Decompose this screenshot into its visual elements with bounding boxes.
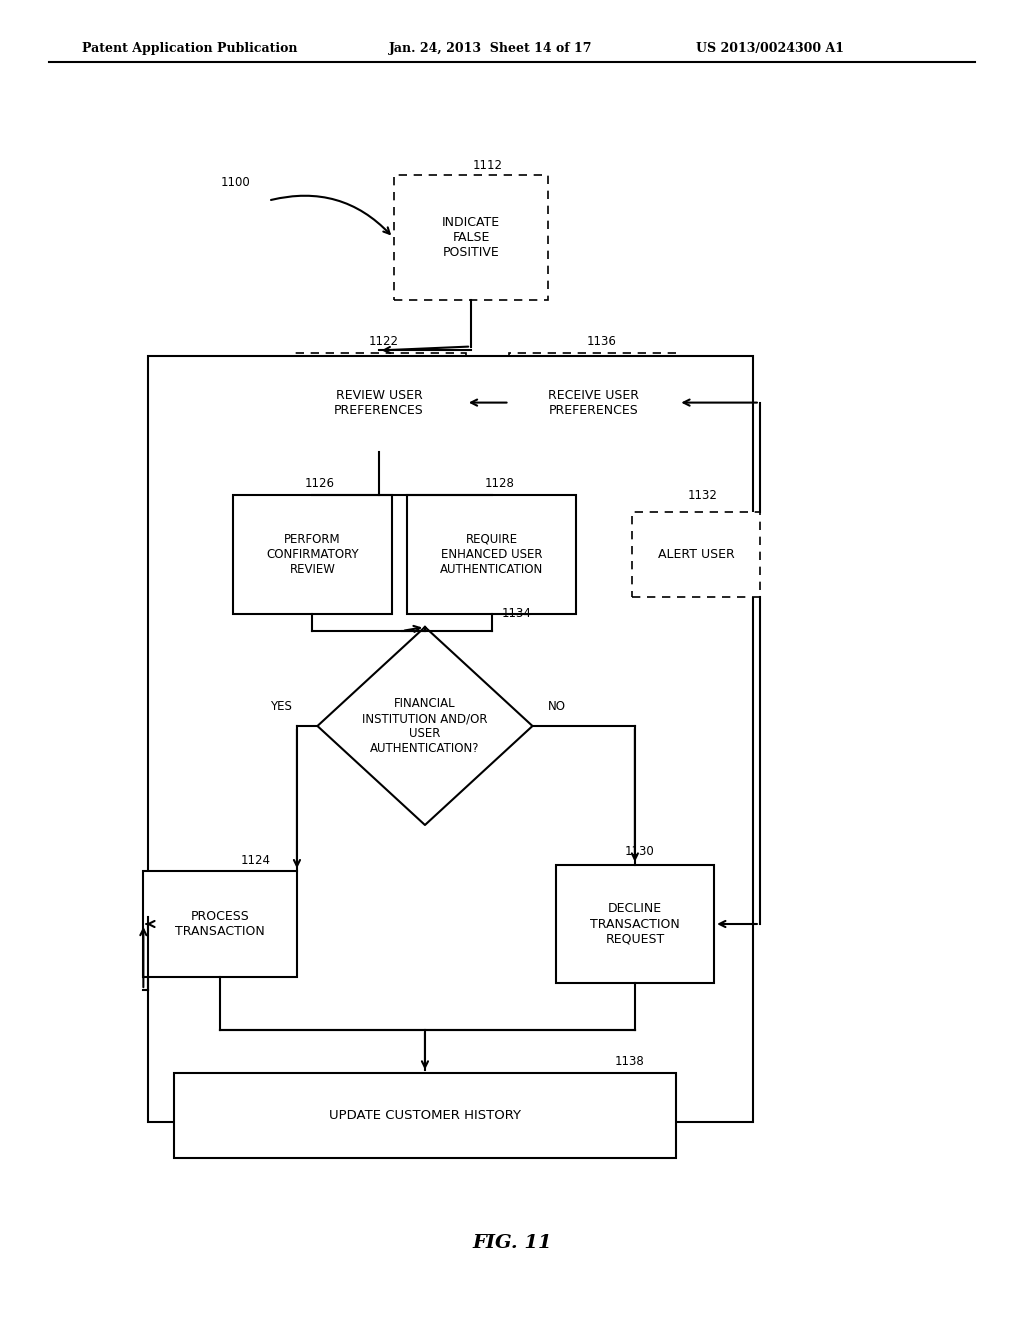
- Text: 1128: 1128: [484, 477, 514, 490]
- Text: ALERT USER: ALERT USER: [658, 548, 734, 561]
- Text: UPDATE CUSTOMER HISTORY: UPDATE CUSTOMER HISTORY: [329, 1109, 521, 1122]
- Bar: [394, 176, 548, 301]
- Text: 1138: 1138: [614, 1055, 644, 1068]
- Text: Patent Application Publication: Patent Application Publication: [82, 42, 297, 55]
- Bar: [555, 865, 715, 983]
- Text: FIG. 11: FIG. 11: [472, 1234, 552, 1253]
- Bar: [292, 354, 466, 451]
- Text: FINANCIAL
INSTITUTION AND/OR
USER
AUTHENTICATION?: FINANCIAL INSTITUTION AND/OR USER AUTHEN…: [362, 697, 487, 755]
- Bar: [232, 495, 391, 614]
- Text: DECLINE
TRANSACTION
REQUEST: DECLINE TRANSACTION REQUEST: [590, 903, 680, 945]
- Text: REQUIRE
ENHANCED USER
AUTHENTICATION: REQUIRE ENHANCED USER AUTHENTICATION: [440, 533, 543, 576]
- Bar: [143, 871, 297, 977]
- Text: 1132: 1132: [688, 488, 718, 502]
- Text: 1100: 1100: [220, 176, 251, 189]
- Text: PERFORM
CONFIRMATORY
REVIEW: PERFORM CONFIRMATORY REVIEW: [266, 533, 358, 576]
- Text: Jan. 24, 2013  Sheet 14 of 17: Jan. 24, 2013 Sheet 14 of 17: [389, 42, 593, 55]
- Text: 1126: 1126: [305, 477, 335, 490]
- Text: REVIEW USER
PREFERENCES: REVIEW USER PREFERENCES: [334, 388, 424, 417]
- Bar: [174, 1072, 676, 1159]
- Bar: [633, 511, 760, 597]
- Text: 1134: 1134: [502, 607, 531, 620]
- Text: YES: YES: [270, 700, 292, 713]
- Text: INDICATE
FALSE
POSITIVE: INDICATE FALSE POSITIVE: [442, 216, 500, 259]
- Text: 1136: 1136: [587, 335, 616, 348]
- Bar: [509, 354, 678, 451]
- Bar: [148, 356, 753, 1122]
- Text: RECEIVE USER
PREFERENCES: RECEIVE USER PREFERENCES: [549, 388, 639, 417]
- Text: 1130: 1130: [625, 845, 654, 858]
- Text: 1112: 1112: [473, 158, 503, 172]
- Text: US 2013/0024300 A1: US 2013/0024300 A1: [696, 42, 845, 55]
- Text: 1124: 1124: [241, 854, 270, 867]
- Bar: [407, 495, 575, 614]
- Text: NO: NO: [548, 700, 566, 713]
- Text: 1122: 1122: [369, 335, 398, 348]
- Text: PROCESS
TRANSACTION: PROCESS TRANSACTION: [175, 909, 265, 939]
